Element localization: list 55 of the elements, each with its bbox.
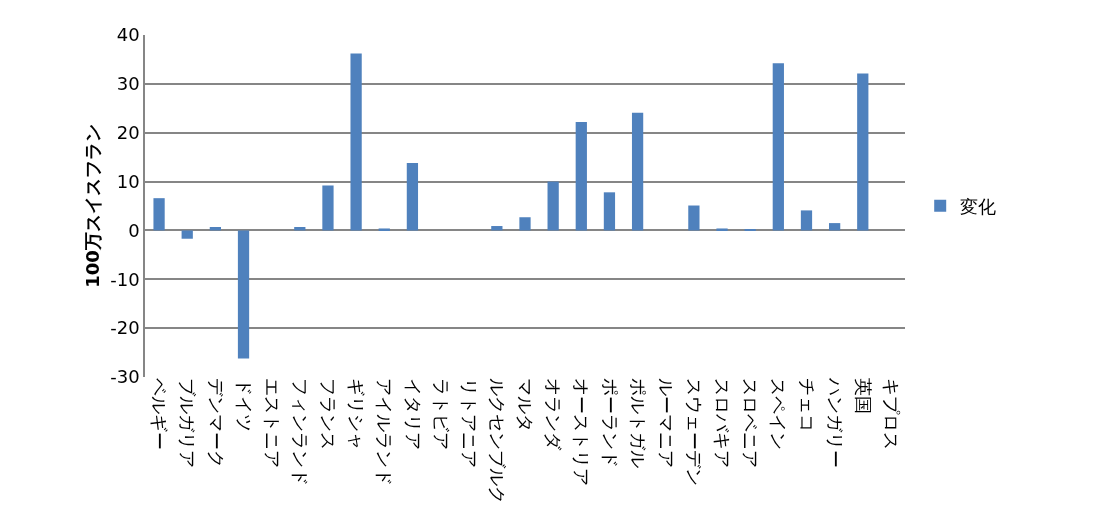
x-tick-label: アイルランド <box>374 378 396 486</box>
bar <box>688 205 700 231</box>
x-tick-label: スウェーデン <box>684 378 706 486</box>
bar <box>800 210 813 231</box>
x-tick-label: スロベニア <box>740 378 762 468</box>
x-tick-label: ルクセンブルク <box>487 378 508 504</box>
bar <box>406 163 419 231</box>
bar <box>857 73 869 231</box>
bar <box>547 181 559 231</box>
bar <box>519 217 531 231</box>
bar <box>153 198 165 231</box>
bar <box>631 112 644 231</box>
x-tick-label: ルーマニア <box>655 378 677 468</box>
x-tick-label: デンマーク <box>205 378 227 468</box>
y-tick-label: 10 <box>116 170 140 192</box>
x-tick-label: ラトビア <box>430 378 452 450</box>
y-tick-label: -30 <box>110 366 140 388</box>
y-tick-label: 40 <box>116 24 140 46</box>
bar <box>181 230 193 239</box>
bar <box>772 63 784 231</box>
x-tick-label: ドイツ <box>233 378 255 432</box>
bar <box>716 228 728 231</box>
bar <box>322 185 334 231</box>
y-tick-label: -20 <box>110 317 140 339</box>
x-tick-label: チェコ <box>796 378 818 432</box>
bar <box>378 228 390 231</box>
x-tick-label: マルタ <box>515 378 537 432</box>
x-tick-label: オーストリア <box>571 378 593 486</box>
x-tick-label: ベルギー <box>149 378 171 450</box>
x-tick-label: フィンランド <box>289 378 311 486</box>
y-tick-label: 0 <box>128 219 140 241</box>
bar <box>829 223 841 231</box>
y-tick-label: 30 <box>116 73 140 95</box>
x-tick-label: ポーランド <box>599 378 621 468</box>
bar <box>575 121 587 231</box>
x-tick-label: ハンガリー <box>824 377 846 468</box>
y-axis-title: 100万スイスフラン <box>81 124 103 288</box>
y-tick-label: -10 <box>110 268 140 290</box>
x-tick-label: オランダ <box>543 378 565 451</box>
x-tick-label: エストニア <box>261 378 283 468</box>
x-tick-label: 英国 <box>852 378 874 414</box>
x-tick-label: リトアニア <box>458 378 480 468</box>
legend-label: 変化 <box>960 195 997 217</box>
x-tick-label: スロバキア <box>712 378 734 468</box>
x-tick-label: ギリシャ <box>346 378 368 450</box>
x-tick-label: フランス <box>318 378 340 450</box>
x-tick-label: ポルトガル <box>627 378 649 468</box>
x-tick-label: キプロス <box>881 378 903 450</box>
bar <box>603 192 616 231</box>
y-tick-label: 20 <box>116 122 140 144</box>
x-tick-label: イタリア <box>402 378 424 450</box>
bar <box>350 53 362 231</box>
x-tick-label: スペイン <box>768 378 790 450</box>
bar <box>237 230 250 359</box>
x-tick-label: ブルガリア <box>177 378 199 468</box>
